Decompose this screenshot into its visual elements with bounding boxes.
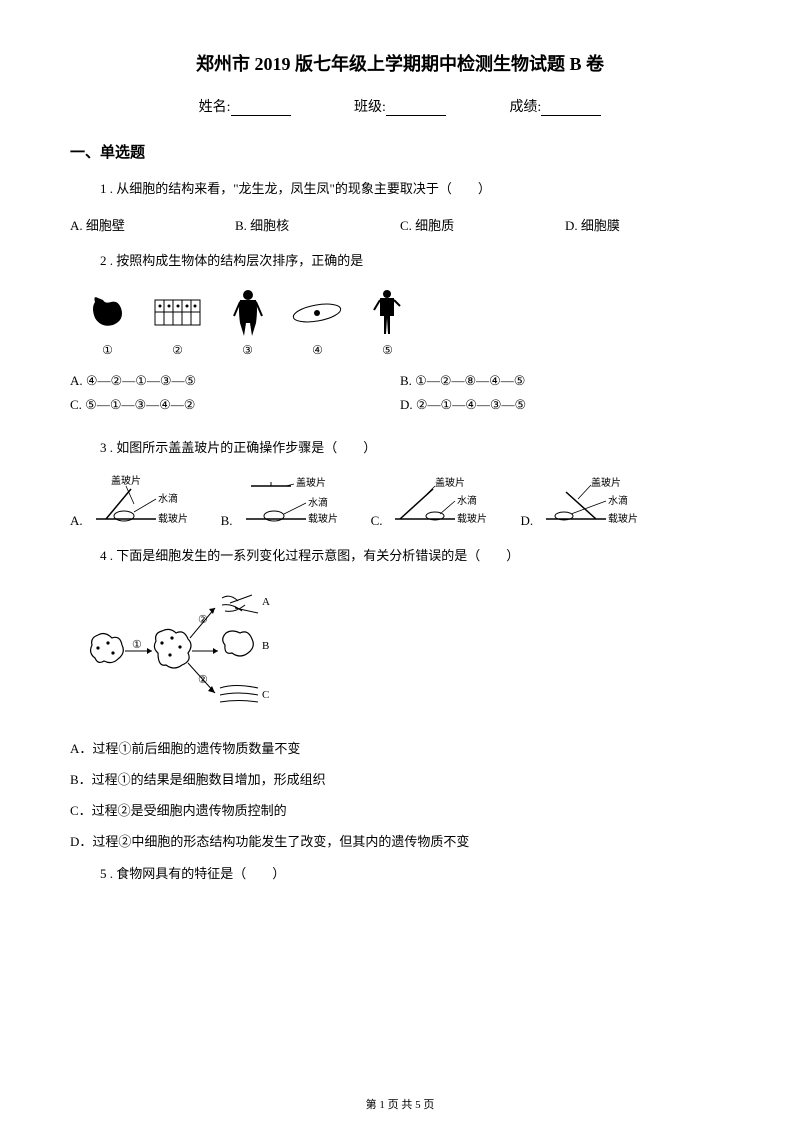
q3-item-C: C. 盖玻片 水滴 载玻片 (371, 474, 516, 529)
q4-optB: B．过程①的结果是细胞数目增加，形成组织 (70, 769, 730, 788)
q3-optA-label: A. (70, 513, 83, 529)
q2-optB: B. ①—②—⑧—④—⑤ (400, 373, 730, 389)
svg-text:水滴: 水滴 (308, 496, 328, 509)
q2-label5: ⑤ (382, 343, 393, 358)
svg-text:水滴: 水滴 (457, 494, 477, 507)
svg-text:载玻片: 载玻片 (158, 512, 188, 525)
svg-text:②: ② (198, 614, 208, 626)
q1-optC: C. 细胞质 (400, 215, 565, 234)
q1-text: 1 . 从细胞的结构来看，"龙生龙，凤生凤"的现象主要取决于（ ） (70, 177, 730, 200)
q2-optA: A. ④—②—①—③—⑤ (70, 373, 400, 389)
q2-label3: ③ (242, 343, 253, 358)
q2-text: 2 . 按照构成生物体的结构层次排序，正确的是 (70, 249, 730, 272)
q3-optC-label: C. (371, 513, 383, 529)
q2-fig3: ③ (220, 288, 275, 358)
coverslip-diagram-B: 盖玻片 水滴 载玻片 (236, 474, 366, 529)
q4-optD: D．过程②中细胞的形态结构功能发生了改变，但其内的遗传物质不变 (70, 831, 730, 850)
q3-item-A: A. 盖玻片 水滴 载玻片 (70, 474, 216, 529)
q3-optD-label: D. (520, 513, 533, 529)
svg-text:盖玻片: 盖玻片 (296, 476, 326, 489)
q3-item-D: D. 盖玻片 水滴 载玻片 (520, 474, 666, 529)
q4-optA: A．过程①前后细胞的遗传物质数量不变 (70, 738, 730, 757)
q2-label2: ② (172, 343, 183, 358)
coverslip-diagram-D: 盖玻片 水滴 载玻片 (536, 474, 666, 529)
svg-text:载玻片: 载玻片 (608, 512, 638, 525)
person-icon (360, 288, 415, 338)
q3-optB-label: B. (221, 513, 233, 529)
name-label: 姓名: (199, 96, 231, 116)
score-blank (541, 102, 601, 116)
body-icon (220, 288, 275, 338)
q3-item-B: B. 盖玻片 水滴 载玻片 (221, 474, 366, 529)
q1-optD: D. 细胞膜 (565, 215, 730, 234)
svg-text:A: A (262, 596, 270, 608)
q5-text: 5 . 食物网具有的特征是（ ） (70, 862, 730, 885)
q2-figures: ① ② ③ ④ ⑤ (70, 288, 730, 358)
svg-text:盖玻片: 盖玻片 (591, 476, 621, 489)
svg-text:载玻片: 载玻片 (457, 512, 487, 525)
page-footer: 第 1 页 共 5 页 (0, 1096, 800, 1112)
q3-options: A. 盖玻片 水滴 载玻片 B. 盖玻片 水滴 载玻片 C. (70, 474, 730, 529)
stomach-icon (80, 288, 135, 338)
q2-fig5: ⑤ (360, 288, 415, 358)
svg-text:盖玻片: 盖玻片 (435, 476, 465, 489)
svg-text:①: ① (132, 639, 142, 651)
section-heading: 一、单选题 (70, 141, 730, 162)
cell-icon (290, 288, 345, 338)
info-row: 姓名: 班级: 成绩: (70, 96, 730, 116)
tissue-icon (150, 288, 205, 338)
q1-optB: B. 细胞核 (235, 215, 400, 234)
q2-fig2: ② (150, 288, 205, 358)
page-title: 郑州市 2019 版七年级上学期期中检测生物试题 B 卷 (70, 50, 730, 76)
svg-text:水滴: 水滴 (158, 492, 178, 505)
svg-text:载玻片: 载玻片 (308, 512, 338, 525)
q4-diagram: ① ② ② A B C (80, 583, 280, 723)
score-label: 成绩: (509, 96, 541, 116)
q3-text: 3 . 如图所示盖盖玻片的正确操作步骤是（ ） (70, 436, 730, 459)
q2-options: A. ④—②—①—③—⑤ B. ①—②—⑧—④—⑤ C. ⑤—①—③—④—② D… (70, 373, 730, 421)
q2-fig4: ④ (290, 288, 345, 358)
q1-optA: A. 细胞壁 (70, 215, 235, 234)
svg-text:盖玻片: 盖玻片 (111, 474, 141, 487)
q2-optC: C. ⑤—①—③—④—② (70, 397, 400, 413)
q2-label1: ① (102, 343, 113, 358)
class-blank (386, 102, 446, 116)
svg-text:水滴: 水滴 (608, 494, 628, 507)
q2-label4: ④ (312, 343, 323, 358)
q1-options: A. 细胞壁 B. 细胞核 C. 细胞质 D. 细胞膜 (70, 215, 730, 234)
coverslip-diagram-C: 盖玻片 水滴 载玻片 (385, 474, 515, 529)
q4-optC: C．过程②是受细胞内遗传物质控制的 (70, 800, 730, 819)
q4-text: 4 . 下面是细胞发生的一系列变化过程示意图，有关分析错误的是（ ） (70, 544, 730, 567)
svg-text:B: B (262, 640, 269, 652)
q2-optD: D. ②—①—④—③—⑤ (400, 397, 730, 413)
svg-text:C: C (262, 689, 269, 701)
name-blank (231, 102, 291, 116)
q2-fig1: ① (80, 288, 135, 358)
class-label: 班级: (354, 96, 386, 116)
coverslip-diagram-A: 盖玻片 水滴 载玻片 (86, 474, 216, 529)
